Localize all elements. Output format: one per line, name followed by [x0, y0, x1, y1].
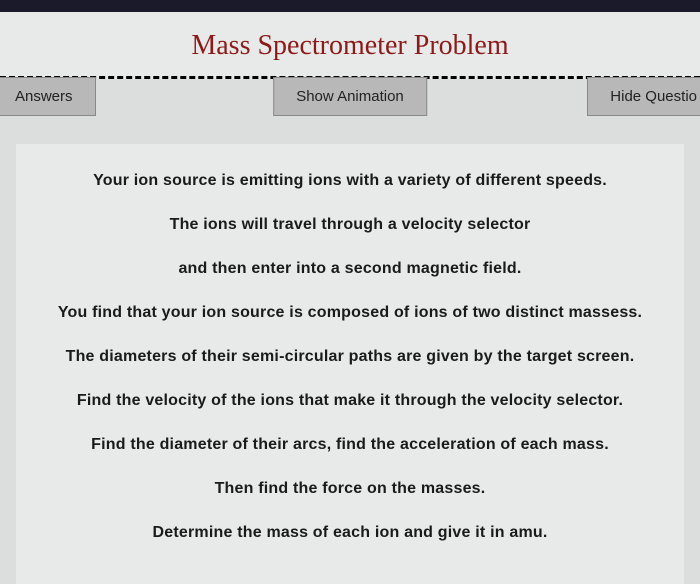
- content-line: The diameters of their semi-circular pat…: [36, 348, 664, 366]
- content-line: Determine the mass of each ion and give …: [36, 524, 664, 542]
- content-panel: Your ion source is emitting ions with a …: [16, 144, 684, 584]
- content-line: Then find the force on the masses.: [36, 480, 664, 498]
- content-line: The ions will travel through a velocity …: [36, 216, 664, 234]
- answers-button[interactable]: Answers: [0, 77, 96, 116]
- button-row: Answers Show Animation Hide Questio: [0, 77, 700, 116]
- content-line: Your ion source is emitting ions with a …: [36, 172, 664, 190]
- content-line: and then enter into a second magnetic fi…: [36, 260, 664, 278]
- show-animation-button[interactable]: Show Animation: [273, 77, 427, 116]
- content-line: Find the velocity of the ions that make …: [36, 392, 664, 410]
- page-title: Mass Spectrometer Problem: [0, 30, 700, 62]
- top-bar: [0, 0, 700, 12]
- hide-question-button[interactable]: Hide Questio: [587, 77, 700, 116]
- content-line: Find the diameter of their arcs, find th…: [36, 436, 664, 454]
- header-section: Mass Spectrometer Problem: [0, 12, 700, 79]
- content-line: You find that your ion source is compose…: [36, 304, 664, 322]
